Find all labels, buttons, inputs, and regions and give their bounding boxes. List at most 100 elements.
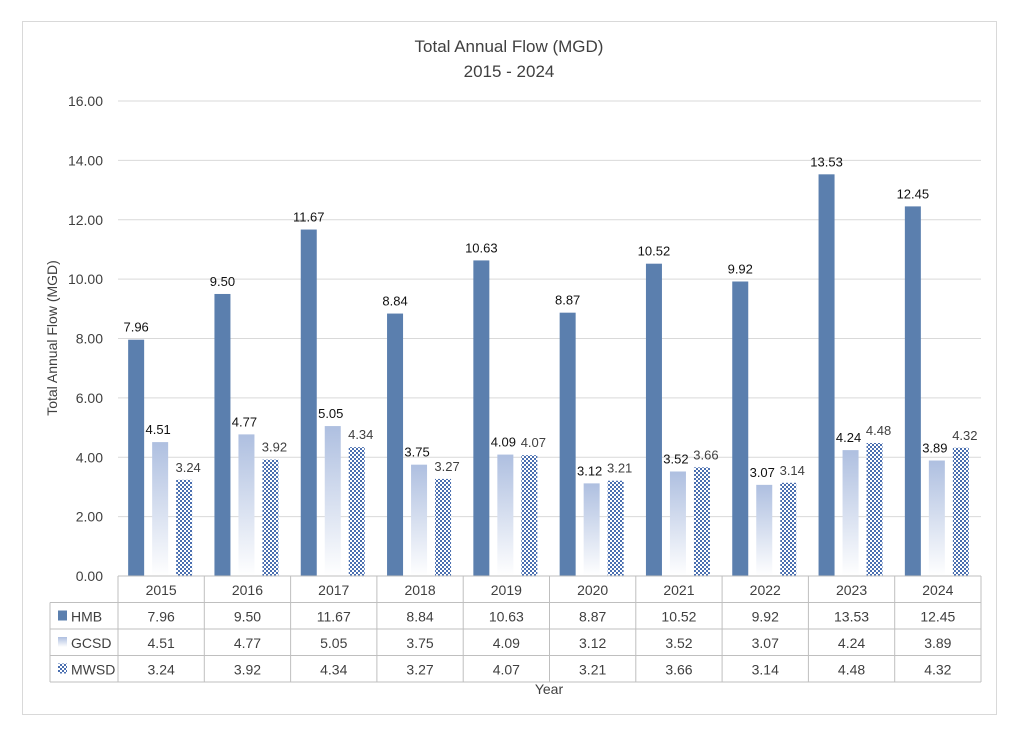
data-label-hmb: 11.67 [293,210,325,225]
y-tick-label: 12.00 [68,212,103,228]
x-tick-label: 2024 [922,582,953,598]
bar-mwsd [607,480,624,576]
data-label-mwsd: 3.92 [262,440,287,455]
table-cell: 10.63 [489,609,524,625]
bar-hmb [128,339,145,576]
data-label-hmb: 8.87 [555,293,580,308]
y-tick-label: 2.00 [76,509,103,525]
bar-mwsd [435,478,452,576]
data-label-hmb: 7.96 [123,320,148,335]
data-label-gcsd: 4.09 [491,435,516,450]
legend-label-hmb: HMB [71,609,102,625]
y-axis-ticks: 0.00 2.00 4.00 6.00 8.00 10.00 12.00 14.00 16.00 [68,93,103,584]
data-label-mwsd: 3.24 [175,460,200,475]
data-label-mwsd: 3.14 [780,463,805,478]
legend-key-gcsd [58,637,67,647]
data-label-hmb: 10.52 [638,244,671,259]
bar-mwsd [176,479,193,576]
table-cell: 3.14 [752,662,779,678]
table-cell: 11.67 [317,609,351,625]
bar-gcsd [324,426,341,576]
bar-mwsd [952,447,969,576]
y-axis-title: Total Annual Flow (MGD) [44,260,60,416]
table-cell: 4.77 [234,635,261,651]
table-cell: 3.07 [752,635,779,651]
x-tick-label: 2021 [663,582,694,598]
y-tick-label: 0.00 [76,568,103,584]
bar-gcsd [152,442,169,576]
legend-key-hmb [58,610,67,621]
legend-label-mwsd: MWSD [71,662,115,678]
bar-hmb [214,293,231,576]
data-label-mwsd: 4.32 [952,428,977,443]
bar-hmb [904,206,921,576]
table-cell: 3.89 [924,635,951,651]
legend-label-gcsd: GCSD [71,635,111,651]
bar-gcsd [583,483,600,576]
bar-mwsd [693,467,710,576]
data-label-hmb: 12.45 [897,186,930,201]
bar-mwsd [521,455,538,576]
table-cell: 4.34 [320,662,347,678]
bar-hmb [732,281,749,576]
bar-gcsd [756,484,773,576]
chart-subtitle: 2015 - 2024 [464,62,555,81]
data-label-hmb: 13.53 [810,154,843,169]
bar-hmb [818,174,835,576]
gridlines [118,100,981,518]
table-cell: 9.50 [234,609,261,625]
y-tick-label: 16.00 [68,93,103,109]
y-tick-label: 10.00 [68,271,103,287]
data-label-hmb: 10.63 [465,240,498,255]
table-cell: 3.75 [406,635,433,651]
table-cell: 10.52 [661,609,696,625]
data-label-gcsd: 3.12 [577,463,602,478]
bars [128,174,969,576]
table-cell: 4.48 [838,662,865,678]
data-label-mwsd: 3.21 [607,461,632,476]
table-cell: 12.45 [920,609,955,625]
data-label-hmb: 8.84 [382,294,407,309]
bar-gcsd [411,464,428,576]
table-cell: 4.09 [493,635,520,651]
table-cell: 13.53 [834,609,869,625]
bar-mwsd [348,447,365,576]
data-label-hmb: 9.50 [210,274,235,289]
data-label-gcsd: 4.77 [232,414,257,429]
bar-hmb [300,229,317,576]
data-label-gcsd: 3.89 [922,441,947,456]
table-cell: 3.52 [665,635,692,651]
bar-gcsd [928,460,945,576]
data-label-mwsd: 3.66 [693,447,718,462]
data-label-gcsd: 5.05 [318,406,343,421]
table-cell: 4.32 [924,662,951,678]
bar-gcsd [842,450,859,576]
table-cell: 3.27 [406,662,433,678]
bar-hmb [473,260,490,576]
data-label-mwsd: 4.34 [348,427,373,442]
bar-mwsd [866,443,883,576]
table-cell: 5.05 [320,635,347,651]
table-cell: 3.92 [234,662,261,678]
legend-key-mwsd [58,663,67,674]
bar-gcsd [497,454,514,576]
x-tick-label: 2016 [232,582,263,598]
bar-gcsd [669,471,686,576]
bar-mwsd [262,459,279,576]
table-cell: 4.24 [838,635,865,651]
data-label-mwsd: 3.27 [434,459,459,474]
data-label-gcsd: 3.75 [404,445,429,460]
bar-hmb [387,313,404,576]
data-label-gcsd: 3.07 [750,465,775,480]
bar-hmb [559,312,576,576]
bar-hmb [645,263,662,576]
table-cell: 3.66 [665,662,692,678]
data-table: 2015 2016 2017 2018 2019 2020 2021 2022 2023 2024… [49,575,982,683]
data-label-gcsd: 4.51 [145,422,170,437]
x-tick-label: 2015 [146,582,177,598]
table-cell: 8.87 [579,609,606,625]
x-tick-label: 2019 [491,582,522,598]
x-tick-label: 2023 [836,582,867,598]
data-label-gcsd: 3.52 [663,452,688,467]
